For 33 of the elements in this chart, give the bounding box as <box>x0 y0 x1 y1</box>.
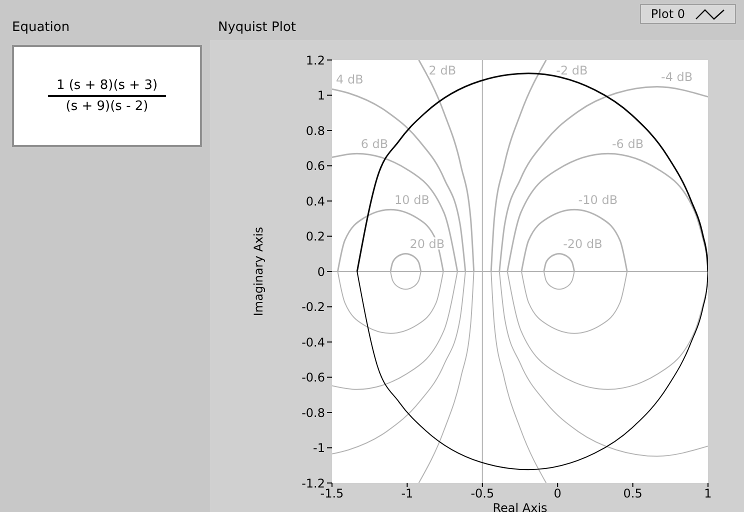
x-tick-label: 0.5 <box>623 486 642 501</box>
y-tick-label: -0.6 <box>302 370 325 385</box>
chart-title: Nyquist Plot <box>218 20 296 35</box>
x-tick-label: -0.5 <box>470 486 494 501</box>
series-label: 4 dB <box>336 72 364 86</box>
y-tick-label: 0.2 <box>306 230 325 244</box>
series-label: 6 dB <box>360 136 388 151</box>
series-label: -6 dB <box>612 136 644 151</box>
series-label: -4 dB <box>661 70 693 84</box>
y-tick-label: 0 <box>317 264 325 279</box>
y-tick-label: 0.8 <box>306 124 325 138</box>
y-tick-label: -0.4 <box>302 335 325 350</box>
text: (s + 9)(s - 2) <box>66 99 148 114</box>
y-tick-label: -0.2 <box>302 300 325 314</box>
series-label: 2 dB <box>428 63 456 78</box>
series-label: -10 dB <box>578 192 618 207</box>
series-label: -2 dB <box>556 63 588 78</box>
y-tick-label: -0.8 <box>302 406 325 420</box>
text: Equation <box>12 20 70 35</box>
y-tick-label: 0.6 <box>306 159 325 174</box>
x-tick-label: 0 <box>554 486 562 501</box>
legend-label: Plot 0 <box>650 7 685 21</box>
text: 1 (s + 8)(s + 3) <box>56 78 158 93</box>
y-tick-label: 0.4 <box>306 194 325 208</box>
series-label: -20 dB <box>563 236 602 251</box>
x-tick-label: -1 <box>401 486 414 501</box>
series-label: 10 dB <box>394 192 430 207</box>
y-tick-label: 1.2 <box>306 53 325 68</box>
x-axis-title: Real Axis <box>492 501 548 512</box>
y-tick-label: -1 <box>313 441 325 456</box>
y-axis-title: Imaginary Axis <box>251 226 266 316</box>
x-tick-label: 1 <box>704 486 712 501</box>
y-tick-label: 1 <box>317 88 325 103</box>
